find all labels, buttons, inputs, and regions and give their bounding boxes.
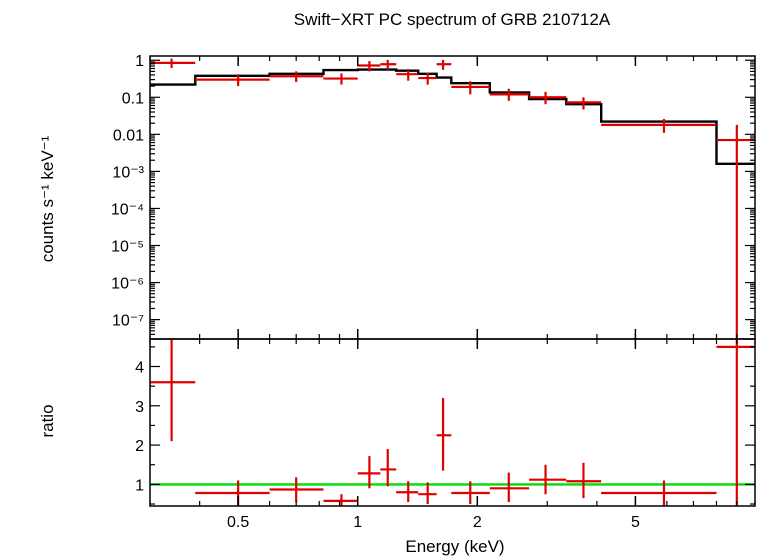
data-point-3 <box>323 73 358 85</box>
data-point-6 <box>396 68 419 81</box>
data-point-8 <box>436 397 452 471</box>
data-point-4 <box>357 61 381 72</box>
data-point-11 <box>529 464 567 495</box>
y-tick-label: 10⁻⁶ <box>111 276 144 293</box>
y-tick-label: 10⁻³ <box>112 164 144 181</box>
model-step-line <box>150 68 755 165</box>
data-point-5 <box>380 449 397 487</box>
data-point-0 <box>150 58 196 68</box>
y-tick-label: 10⁻⁷ <box>112 313 144 330</box>
chart-title: Swift−XRT PC spectrum of GRB 210712A <box>294 10 611 29</box>
data-point-13 <box>601 118 717 133</box>
data-point-13 <box>601 480 717 506</box>
data-point-2 <box>269 71 324 82</box>
data-point-7 <box>418 72 437 85</box>
data-point-0 <box>150 339 196 442</box>
data-point-6 <box>396 481 419 503</box>
x-axis-label: Energy (keV) <box>405 537 504 556</box>
y-tick-label: 10⁻⁵ <box>111 239 144 256</box>
spectrum-y-axis-label: counts s⁻¹ keV⁻¹ <box>38 135 57 262</box>
y-tick-label: 0.1 <box>122 90 144 107</box>
data-point-12 <box>566 462 602 499</box>
y-tick-label: 0.01 <box>113 127 144 144</box>
spectrum-axes: 1 0.1 0.01 10⁻³ 10⁻⁴ 10⁻⁵ 10⁻⁶ 10⁻⁷ <box>111 53 756 340</box>
ratio-data-points <box>150 339 755 506</box>
ratio-y-tick-label: 1 <box>135 477 144 494</box>
spectrum-frame <box>149 55 756 340</box>
ratio-y-tick-label: 3 <box>135 399 144 416</box>
data-point-12 <box>566 97 602 110</box>
data-point-10 <box>489 88 530 101</box>
x-tick-label: 2 <box>473 514 482 531</box>
data-point-14 <box>716 124 755 339</box>
data-point-11 <box>529 91 567 105</box>
data-point-14 <box>716 339 755 506</box>
data-point-5 <box>380 59 397 70</box>
ratio-axes: 1 2 3 4 0.5 1 2 5 <box>135 338 756 531</box>
data-point-10 <box>489 472 530 503</box>
ratio-panel: 1 2 3 4 0.5 1 2 5 <box>135 338 756 531</box>
ratio-y-tick-label: 2 <box>135 438 144 455</box>
data-point-9 <box>451 81 490 95</box>
spectrum-panel: 1 0.1 0.01 10⁻³ 10⁻⁴ 10⁻⁵ 10⁻⁶ 10⁻⁷ <box>111 53 756 340</box>
y-tick-label: 1 <box>135 53 144 70</box>
data-point-3 <box>323 494 358 506</box>
data-point-2 <box>269 477 324 503</box>
x-tick-label: 1 <box>353 514 362 531</box>
x-tick-label: 0.5 <box>227 514 249 531</box>
spectrum-data-points <box>150 58 755 339</box>
data-point-8 <box>436 59 452 70</box>
data-point-7 <box>418 482 437 505</box>
ratio-y-tick-label: 4 <box>135 360 144 377</box>
data-point-4 <box>357 456 381 489</box>
x-tick-label: 5 <box>631 514 640 531</box>
y-tick-label: 10⁻⁴ <box>111 201 144 218</box>
data-point-9 <box>451 481 490 505</box>
ratio-frame <box>149 338 756 507</box>
model-curve <box>150 68 755 165</box>
data-point-1 <box>195 74 270 87</box>
ratio-y-axis-label: ratio <box>38 404 57 437</box>
